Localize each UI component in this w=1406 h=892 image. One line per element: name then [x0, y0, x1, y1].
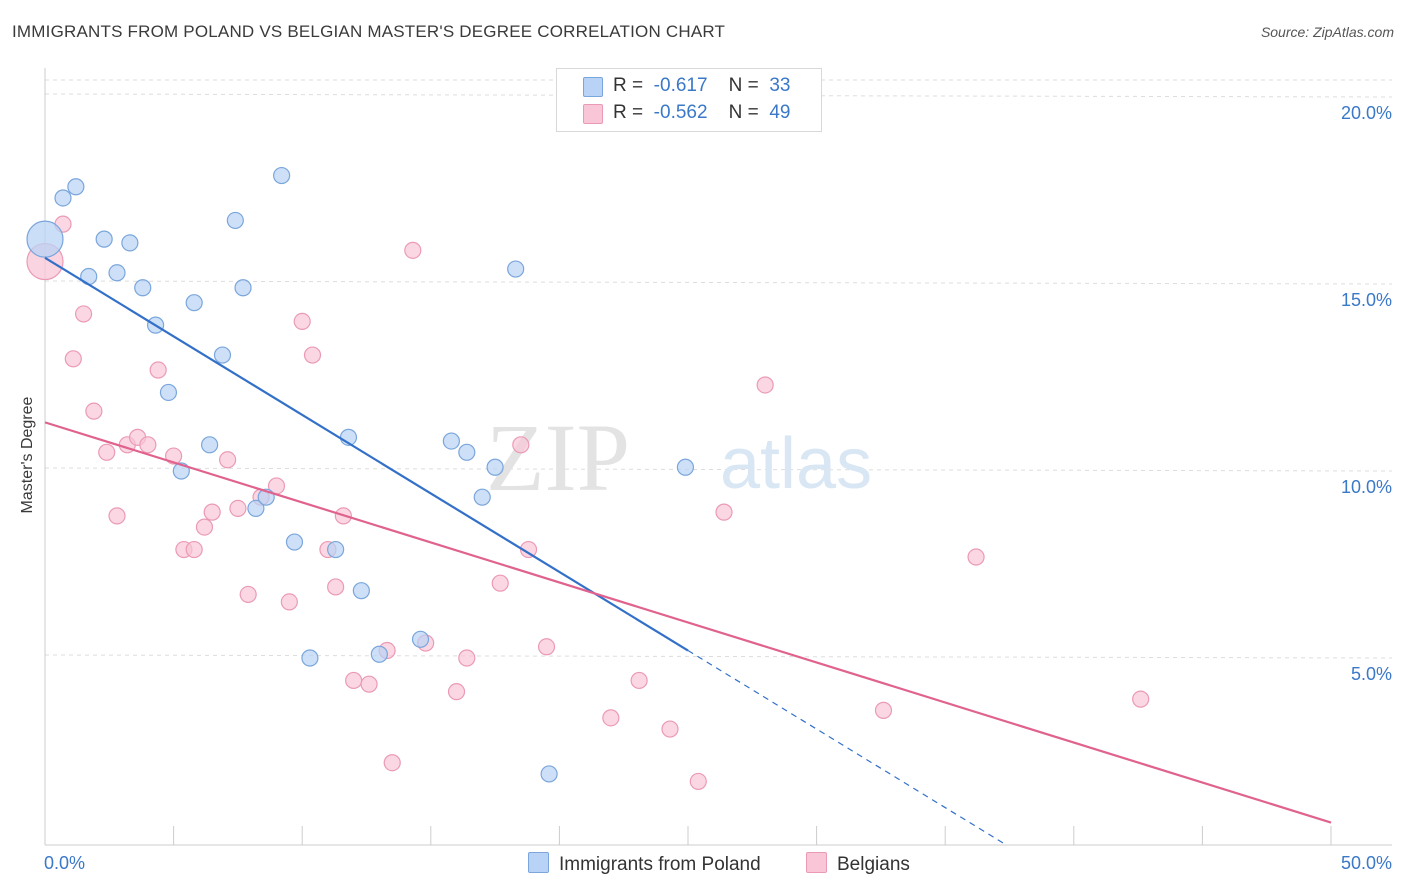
- belgian-point: [1132, 690, 1150, 708]
- belgian-trend-line: [44, 421, 1332, 824]
- poland-point: [540, 765, 558, 783]
- y-axis-label: Master's Degree: [19, 396, 36, 514]
- poland-point: [327, 540, 345, 559]
- belgian-points: [26, 215, 1150, 791]
- poland-point: [67, 178, 85, 196]
- legend-swatch-belgians: [583, 104, 603, 124]
- belgian-point: [185, 540, 203, 559]
- poland-point: [352, 582, 370, 600]
- belgian-point: [280, 593, 298, 611]
- legend-text-belgians: R = -0.562 N = 49: [613, 102, 791, 123]
- poland-point: [26, 220, 64, 258]
- watermark-zip: ZIP: [486, 404, 630, 511]
- belgian-point: [64, 350, 82, 368]
- belgian-point: [602, 709, 620, 727]
- axes: [44, 68, 1392, 846]
- belgian-point: [229, 499, 247, 517]
- belgian-point: [293, 312, 311, 330]
- belgian-point: [519, 540, 538, 559]
- watermark-atlas: atlas: [720, 424, 872, 504]
- belgian-point: [447, 683, 466, 701]
- trend-lines: [44, 256, 1332, 845]
- poland-point: [458, 443, 476, 461]
- poland-point: [185, 294, 203, 312]
- belgian-point: [149, 361, 167, 379]
- bottom-legend-belgians: Belgians: [806, 852, 910, 876]
- poland-point: [201, 436, 219, 454]
- belgian-point: [139, 436, 157, 454]
- poland-point: [273, 166, 291, 185]
- poland-point: [121, 234, 139, 252]
- source-label: Source: ZipAtlas.com: [1260, 24, 1394, 40]
- belgian-point: [98, 443, 116, 461]
- belgian-point: [404, 241, 422, 259]
- poland-point: [285, 533, 304, 551]
- x-tick-label: 0.0%: [44, 853, 85, 873]
- belgian-point: [303, 346, 322, 364]
- bottom-legend-swatch-belgians: [806, 852, 827, 873]
- belgian-point: [630, 671, 648, 690]
- legend-swatch-poland: [583, 77, 603, 97]
- poland-point: [134, 279, 152, 297]
- belgian-point: [195, 518, 214, 536]
- poland-point: [411, 630, 430, 648]
- bottom-legend-swatch-poland: [528, 852, 549, 873]
- belgian-point: [85, 402, 103, 420]
- poland-point: [676, 458, 695, 476]
- watermark: ZIP atlas: [486, 404, 872, 511]
- poland-point: [213, 346, 232, 364]
- chart-title: IMMIGRANTS FROM POLAND VS BELGIAN MASTER…: [12, 22, 726, 41]
- y-tick-label: 10.0%: [1341, 477, 1392, 497]
- belgian-point: [383, 754, 401, 772]
- bottom-legend-poland: Immigrants from Poland: [528, 852, 761, 876]
- belgian-point: [203, 503, 221, 521]
- belgian-point: [874, 701, 893, 719]
- belgian-point: [239, 585, 257, 604]
- belgian-point: [360, 675, 378, 693]
- belgian-point: [491, 574, 509, 592]
- belgian-point: [458, 649, 476, 667]
- belgian-point: [108, 507, 126, 525]
- poland-point: [108, 264, 126, 282]
- y-tick-label: 5.0%: [1351, 664, 1392, 684]
- poland-point: [507, 260, 525, 278]
- belgian-point: [345, 671, 363, 690]
- x-tick-label: 50.0%: [1341, 853, 1392, 873]
- poland-point: [370, 645, 388, 663]
- legend: R = -0.617 N = 33 R = -0.562 N = 49: [556, 68, 822, 132]
- belgian-point: [74, 305, 93, 323]
- belgian-point: [661, 720, 679, 738]
- poland-trend-extension: [687, 650, 1005, 845]
- poland-point: [226, 211, 244, 230]
- belgian-point: [715, 503, 733, 521]
- poland-point: [54, 189, 72, 207]
- belgian-point: [967, 548, 985, 566]
- belgian-point: [219, 451, 237, 469]
- gridline-y: [44, 280, 1393, 285]
- gridline-y: [44, 467, 1393, 472]
- belgian-point: [689, 772, 707, 791]
- poland-point: [95, 230, 113, 248]
- poland-point: [486, 458, 504, 476]
- y-tick-label: 20.0%: [1341, 103, 1392, 123]
- poland-point: [159, 383, 178, 402]
- poland-point: [301, 649, 319, 667]
- poland-trend-line: [44, 256, 689, 652]
- poland-point: [247, 499, 265, 517]
- tick-labels: 5.0% 10.0% 15.0% 20.0% 0.0% 50.0%: [44, 103, 1392, 873]
- gridline-y: [44, 654, 1393, 659]
- belgian-point: [327, 578, 345, 596]
- belgian-point: [756, 376, 774, 394]
- belgian-point: [537, 638, 556, 656]
- gridlines: [44, 79, 1393, 659]
- y-tick-label: 15.0%: [1341, 290, 1392, 310]
- belgian-point: [512, 436, 530, 454]
- legend-text-poland: R = -0.617 N = 33: [613, 75, 791, 96]
- poland-points: [26, 166, 695, 783]
- poland-point: [473, 488, 491, 506]
- poland-point: [234, 279, 252, 297]
- poland-point: [442, 432, 460, 450]
